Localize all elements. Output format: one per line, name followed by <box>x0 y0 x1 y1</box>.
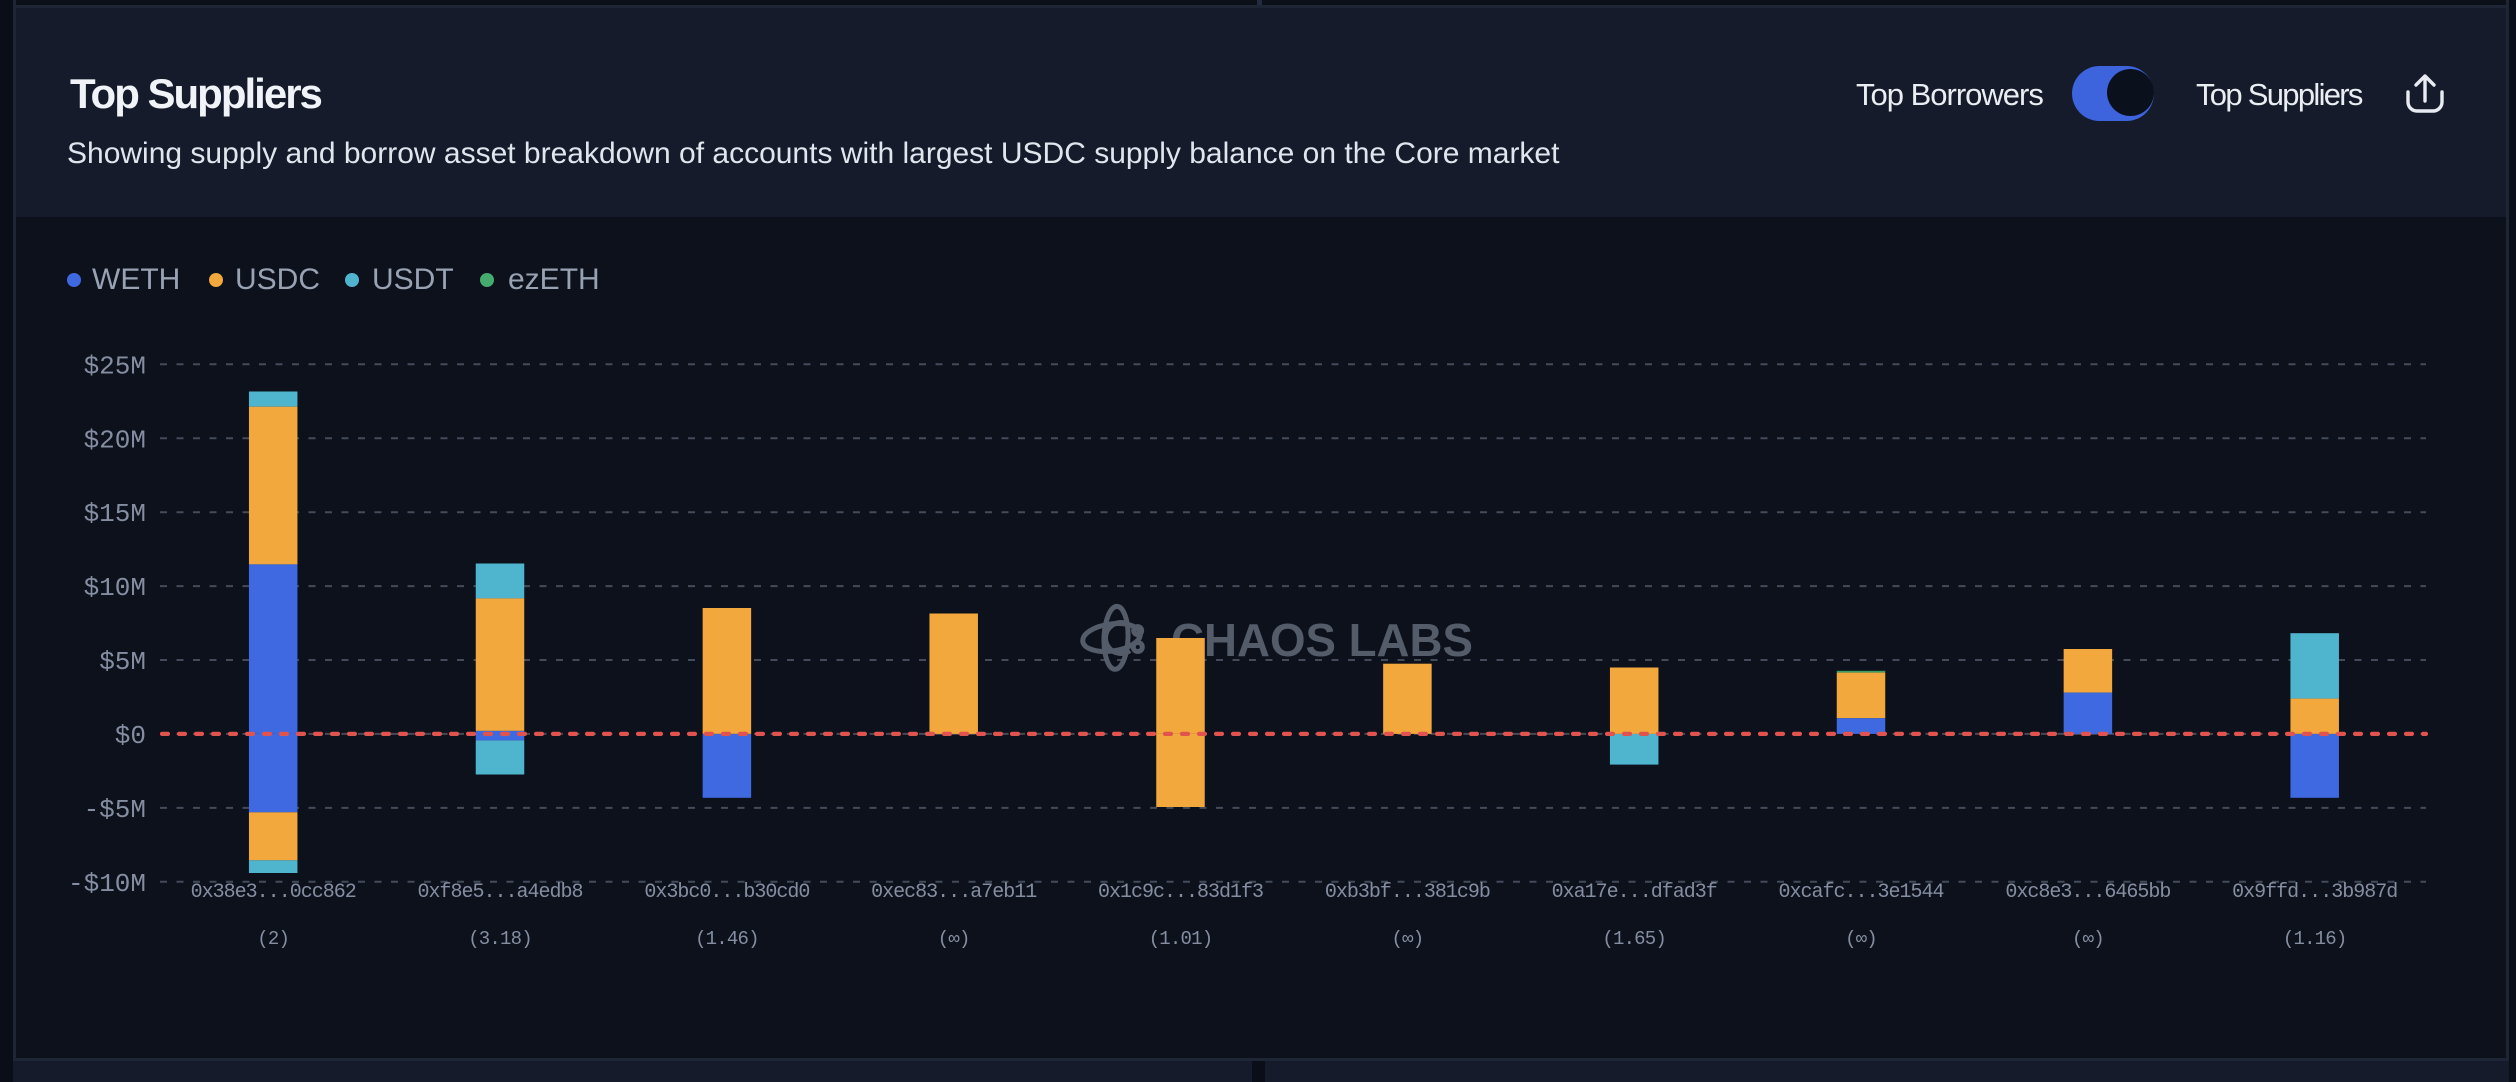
svg-text:$0: $0 <box>115 721 146 751</box>
svg-text:$20M: $20M <box>84 425 146 455</box>
svg-text:0xcafc...3e1544: 0xcafc...3e1544 <box>1778 881 1943 904</box>
svg-text:(∞): (∞) <box>938 928 970 950</box>
svg-text:(∞): (∞) <box>1391 928 1423 950</box>
svg-text:0xf8e5...a4edb8: 0xf8e5...a4edb8 <box>417 881 582 904</box>
svg-text:(∞): (∞) <box>1845 928 1877 950</box>
svg-text:$25M: $25M <box>84 351 146 381</box>
svg-text:0xc8e3...6465bb: 0xc8e3...6465bb <box>2005 881 2170 904</box>
svg-text:(1.16): (1.16) <box>2283 928 2347 950</box>
svg-text:0x3bc0...b30cd0: 0x3bc0...b30cd0 <box>644 881 809 904</box>
svg-text:(3.18): (3.18) <box>468 928 532 950</box>
svg-text:(∞): (∞) <box>2072 928 2104 950</box>
svg-text:0xec83...a7eb11: 0xec83...a7eb11 <box>871 881 1037 904</box>
svg-text:CHAOS LABS: CHAOS LABS <box>1171 614 1473 666</box>
svg-text:(1.46): (1.46) <box>695 928 759 950</box>
svg-text:0x1c9c...83d1f3: 0x1c9c...83d1f3 <box>1098 881 1263 904</box>
svg-text:0xa17e...dfad3f: 0xa17e...dfad3f <box>1552 881 1717 904</box>
svg-text:$15M: $15M <box>84 499 146 529</box>
svg-text:(2): (2) <box>257 928 289 950</box>
svg-text:-$10M: -$10M <box>68 869 146 899</box>
svg-text:0x38e3...0cc862: 0x38e3...0cc862 <box>191 881 356 904</box>
svg-text:-$5M: -$5M <box>84 795 146 825</box>
svg-text:0x9ffd...3b987d: 0x9ffd...3b987d <box>2232 881 2397 904</box>
svg-text:(1.65): (1.65) <box>1602 928 1666 950</box>
svg-text:(1.01): (1.01) <box>1149 928 1213 950</box>
svg-text:0xb3bf...381c9b: 0xb3bf...381c9b <box>1325 881 1490 904</box>
svg-text:$10M: $10M <box>84 573 146 603</box>
svg-text:$5M: $5M <box>99 647 146 677</box>
